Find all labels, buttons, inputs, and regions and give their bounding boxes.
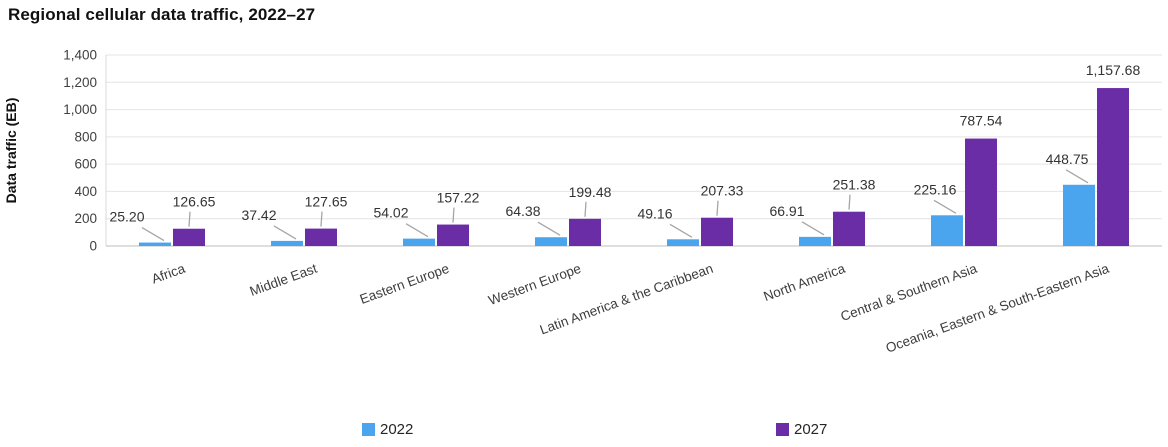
bar-2022-2 — [403, 238, 435, 246]
leader-line-2022-1 — [273, 225, 297, 240]
leader-line-2027-4 — [716, 200, 719, 216]
data-label-2027-7: 1,157.68 — [1086, 62, 1141, 78]
leader-line-2022-7 — [1065, 169, 1089, 184]
bar-2022-4 — [667, 239, 699, 246]
y-tick-label: 200 — [74, 211, 97, 226]
bar-2027-6 — [965, 138, 997, 246]
y-tick-label: 400 — [74, 184, 97, 199]
bar-2027-2 — [437, 224, 469, 246]
leader-line-2027-5 — [848, 194, 851, 210]
leader-line-2027-1 — [320, 211, 323, 227]
y-tick-label: 0 — [89, 239, 97, 254]
data-label-2027-3: 199.48 — [569, 184, 612, 200]
data-label-2027-1: 127.65 — [305, 194, 348, 210]
category-label-1: Middle East — [248, 261, 320, 299]
data-label-2022-6: 225.16 — [914, 181, 957, 197]
data-label-2022-7: 448.75 — [1046, 151, 1089, 167]
y-tick-label: 600 — [74, 157, 97, 172]
data-label-2027-2: 157.22 — [437, 190, 480, 206]
y-tick-label: 1,000 — [63, 102, 97, 117]
leader-line-2027-2 — [452, 207, 455, 223]
bar-2027-7 — [1097, 88, 1129, 246]
legend-item-2022[interactable]: 2022 — [362, 421, 413, 438]
bar-2022-0 — [139, 242, 171, 246]
bar-2027-0 — [173, 228, 205, 246]
legend-swatch-2022 — [362, 423, 375, 436]
bar-2027-4 — [701, 217, 733, 246]
data-label-2027-6: 787.54 — [960, 113, 1003, 129]
data-label-2022-4: 49.16 — [637, 205, 672, 221]
y-tick-label: 800 — [74, 129, 97, 144]
data-label-2022-0: 25.20 — [109, 209, 144, 225]
leader-line-2022-6 — [933, 199, 957, 214]
bar-2027-1 — [305, 228, 337, 246]
legend-label-2022: 2022 — [380, 421, 414, 438]
category-label-5: North America — [762, 261, 848, 305]
y-tick-label: 1,400 — [63, 48, 97, 63]
bar-2027-5 — [833, 211, 865, 246]
bar-2027-3 — [569, 218, 601, 246]
bar-2022-1 — [271, 240, 303, 246]
leader-line-2022-3 — [537, 221, 561, 236]
category-label-0: Africa — [149, 261, 187, 287]
leader-line-2027-3 — [584, 201, 587, 217]
leader-line-2022-5 — [801, 221, 825, 236]
bar-2022-6 — [931, 215, 963, 246]
chart-title: Regional cellular data traffic, 2022–27 — [8, 5, 316, 24]
data-label-2022-3: 64.38 — [505, 203, 540, 219]
y-axis-title: Data traffic (EB) — [3, 98, 19, 204]
data-label-2022-1: 37.42 — [241, 207, 276, 223]
data-label-2027-5: 251.38 — [833, 177, 876, 193]
data-label-2022-2: 54.02 — [373, 205, 408, 221]
legend-label-2027: 2027 — [794, 421, 828, 438]
leader-line-2022-0 — [141, 227, 165, 242]
bar-2022-5 — [799, 236, 831, 246]
category-label-3: Western Europe — [486, 261, 583, 308]
data-label-2027-4: 207.33 — [701, 183, 744, 199]
legend-item-2027[interactable]: 2027 — [776, 421, 827, 438]
y-tick-label: 1,200 — [63, 75, 97, 90]
bar-2022-3 — [535, 237, 567, 246]
data-label-2022-5: 66.91 — [769, 203, 804, 219]
category-label-7: Oceania, Eastern & South-Eastern Asia — [884, 261, 1112, 356]
leader-line-2027-0 — [188, 211, 191, 227]
leader-line-2022-4 — [669, 223, 693, 238]
bar-2022-7 — [1063, 184, 1095, 246]
leader-line-2022-2 — [405, 223, 429, 238]
data-label-2027-0: 126.65 — [173, 194, 216, 210]
legend-swatch-2027 — [776, 423, 789, 436]
category-label-2: Eastern Europe — [358, 261, 451, 307]
